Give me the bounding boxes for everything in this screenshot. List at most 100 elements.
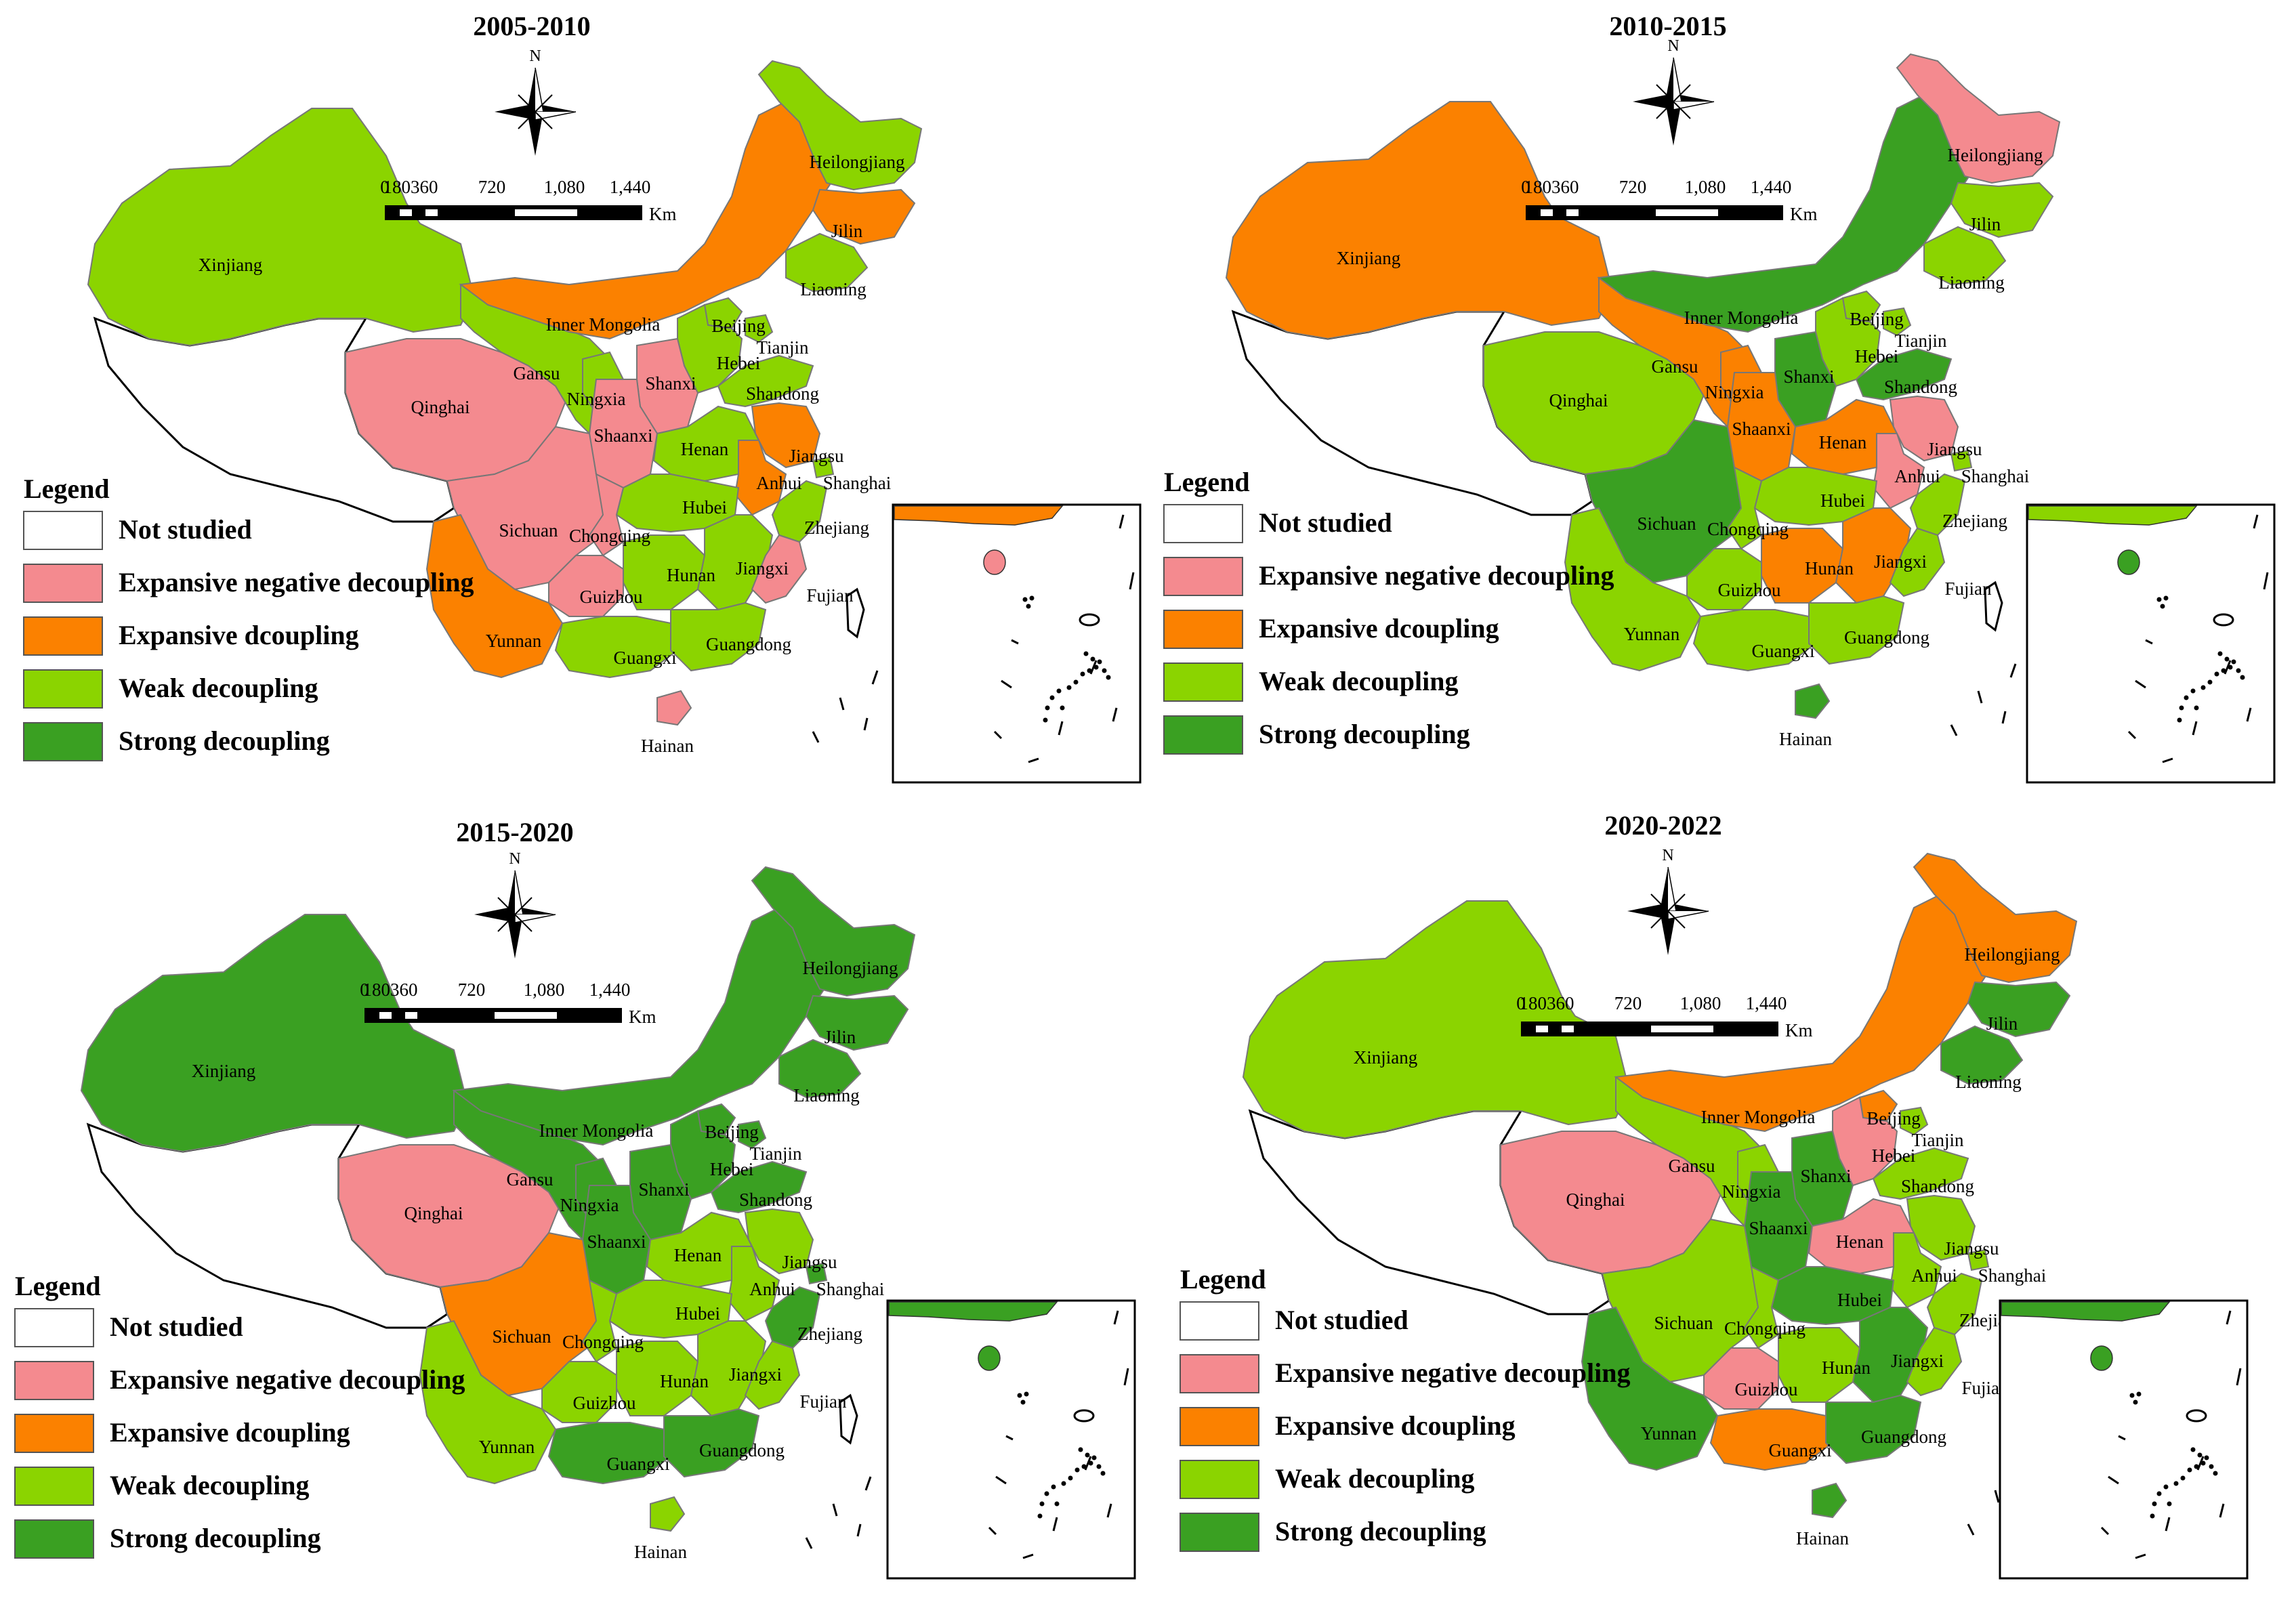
province-guizhou <box>1686 548 1762 610</box>
province-label-jiangxi: Jiangxi <box>736 558 789 578</box>
legend-label: Weak decoupling <box>1275 1463 1475 1494</box>
province-heilongjiang <box>1896 53 2061 184</box>
province-label-chongqing: Chongqing <box>1724 1318 1806 1339</box>
province-chongqing <box>581 1279 618 1363</box>
province-guangdong <box>1825 1394 1922 1465</box>
legend-title: Legend <box>1164 467 1250 497</box>
province-zhejiang <box>771 480 828 543</box>
province-label-hebei: Hebei <box>1872 1145 1915 1166</box>
province-chongqing <box>1743 1265 1780 1349</box>
legend-label: Strong decoupling <box>1259 719 1470 749</box>
province-label-hubei: Hubei <box>682 497 727 518</box>
province-label-shaanxi: Shaanxi <box>594 425 653 446</box>
legend-swatch-expansive-negative <box>23 564 103 603</box>
province-label-qinghai: Qinghai <box>1566 1190 1625 1210</box>
province-label-qinghai: Qinghai <box>404 1203 463 1223</box>
legend-label: Not studied <box>1259 507 1392 538</box>
province-label-jiangxi: Jiangxi <box>1874 551 1927 572</box>
legend-swatch-not-studied <box>1163 504 1243 543</box>
scale-tick-label: 180360 <box>383 177 438 197</box>
province-label-shanxi: Shanxi <box>638 1179 689 1200</box>
inset-hainan <box>2117 549 2140 575</box>
legend: Legend Not studied Expansive negative deco… <box>1163 467 1614 755</box>
province-yunnan <box>425 513 564 679</box>
province-label-hainan: Hainan <box>641 736 694 756</box>
province-label-inner-mongolia: Inner Mongolia <box>1701 1107 1816 1127</box>
province-label-hubei: Hubei <box>1837 1290 1882 1310</box>
province-label-chongqing: Chongqing <box>1707 519 1789 539</box>
legend-label: Strong decoupling <box>1275 1516 1486 1546</box>
province-shandong <box>1872 1147 1969 1200</box>
inset-hainan <box>978 1345 1001 1371</box>
province-shandong <box>1855 348 1953 401</box>
inset-hainan <box>983 549 1006 575</box>
province-label-hebei: Hebei <box>717 353 760 373</box>
taiwan-outline <box>846 587 865 639</box>
legend-label: Expansive dcoupling <box>119 620 359 650</box>
scale-tick-label: 1,080 <box>544 177 585 197</box>
legend-swatch-strong <box>23 722 103 761</box>
legend-swatch-weak <box>1180 1460 1259 1499</box>
province-label-guizhou: Guizhou <box>580 587 643 607</box>
province-label-henan: Henan <box>1819 432 1867 452</box>
legend-swatch-expansive-negative <box>1180 1354 1259 1393</box>
scale-tick-label: 720 <box>458 980 486 1000</box>
province-label-xinjiang: Xinjiang <box>199 255 263 275</box>
province-label-jiangsu: Jiangsu <box>1944 1238 2000 1259</box>
scale-tick-label: 720 <box>478 177 506 197</box>
province-tianjin <box>1883 307 1912 337</box>
panel-title: 2015-2020 <box>456 817 573 847</box>
scale-tick-label: 0 <box>380 177 390 197</box>
province-label-jiangsu: Jiangsu <box>789 446 845 466</box>
province-label-guangxi: Guangxi <box>607 1454 670 1474</box>
province-xinjiang <box>80 914 469 1153</box>
province-label-sichuan: Sichuan <box>499 520 558 541</box>
province-label-guizhou: Guizhou <box>1735 1379 1798 1399</box>
province-yunnan <box>1564 507 1702 672</box>
legend-swatch-expansive <box>1163 610 1243 649</box>
province-label-jiangsu: Jiangsu <box>1927 439 1983 459</box>
scale-tick-label: 1,440 <box>1746 993 1787 1013</box>
province-label-shanxi: Shanxi <box>645 373 696 394</box>
province-label-chongqing: Chongqing <box>569 526 650 546</box>
scale-unit: Km <box>649 204 677 224</box>
province-label-qinghai: Qinghai <box>411 397 470 417</box>
province-label-jiangxi: Jiangxi <box>1891 1351 1944 1371</box>
scale-tick-label: 180360 <box>1520 993 1574 1013</box>
province-shandong <box>717 354 814 408</box>
province-liaoning <box>1923 226 2007 286</box>
province-yunnan <box>419 1320 557 1485</box>
province-label-henan: Henan <box>674 1245 722 1265</box>
north-label: N <box>1662 847 1673 864</box>
scale-unit: Km <box>1785 1020 1813 1040</box>
legend-swatch-expansive <box>14 1414 94 1453</box>
legend-title: Legend <box>15 1271 101 1301</box>
province-label-ningxia: Ningxia <box>1722 1181 1781 1202</box>
province-label-shanghai: Shanghai <box>823 473 892 493</box>
legend-label: Strong decoupling <box>119 725 330 756</box>
province-hainan <box>1812 1482 1848 1519</box>
china-map: Xinjiang Qinghai Gansu Ningxia Inner Mongoli… <box>87 60 923 756</box>
province-label-tianjin: Tianjin <box>1894 331 1947 351</box>
province-yunnan <box>1581 1306 1719 1471</box>
panel-title: 2010-2015 <box>1609 11 1726 41</box>
legend-swatch-not-studied <box>14 1308 94 1347</box>
legend-label: Expansive negative decoupling <box>110 1364 465 1395</box>
scale-tick-label: 720 <box>1614 993 1642 1013</box>
province-label-shandong: Shandong <box>746 383 819 404</box>
province-guizhou <box>541 1361 617 1423</box>
province-label-heilongjiang: Heilongjiang <box>1965 944 2060 965</box>
legend-swatch-expansive <box>1180 1407 1259 1446</box>
province-hainan <box>656 690 692 726</box>
province-heilongjiang <box>751 866 916 997</box>
scale-tick-label: 1,080 <box>1685 177 1726 197</box>
province-label-ningxia: Ningxia <box>1705 382 1764 402</box>
province-label-liaoning: Liaoning <box>793 1085 859 1106</box>
province-tianjin <box>1900 1106 1929 1136</box>
taiwan-outline <box>839 1393 858 1445</box>
scale-tick-label: 0 <box>1516 993 1526 1013</box>
province-label-shaanxi: Shaanxi <box>587 1231 646 1252</box>
legend: Legend Not studied Expansive negative deco… <box>1180 1264 1631 1552</box>
